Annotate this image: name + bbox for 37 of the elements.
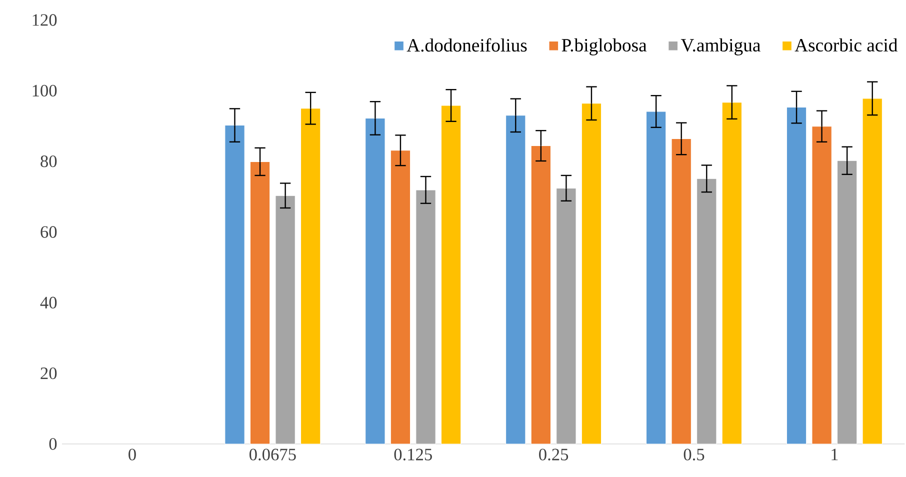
bar bbox=[390, 150, 411, 444]
bar bbox=[786, 106, 807, 444]
bar bbox=[696, 178, 717, 444]
bar bbox=[646, 111, 666, 444]
bar bbox=[300, 108, 321, 444]
bar bbox=[530, 146, 552, 444]
x-tick-label: 1 bbox=[832, 448, 838, 460]
legend-label: A.dodoneifolius bbox=[406, 38, 527, 52]
bar bbox=[416, 190, 436, 444]
y-tick-label: 20 bbox=[40, 367, 57, 380]
y-tick-label: 60 bbox=[40, 226, 57, 238]
x-tick-label: 0.125 bbox=[394, 448, 432, 460]
bar bbox=[224, 125, 245, 444]
y-tick-label: 40 bbox=[40, 296, 57, 308]
y-tick-label: 120 bbox=[32, 14, 57, 26]
bar bbox=[722, 102, 742, 444]
x-tick-label: 0.25 bbox=[539, 448, 568, 460]
y-tick-label: 80 bbox=[40, 155, 57, 168]
bar bbox=[836, 160, 858, 444]
x-tick-label: 0 bbox=[128, 448, 136, 460]
legend-label: Ascorbic acid bbox=[794, 38, 898, 52]
x-tick-label: 0.5 bbox=[684, 448, 704, 460]
y-tick-label: 100 bbox=[32, 84, 57, 97]
bar bbox=[671, 138, 692, 444]
bar bbox=[275, 195, 296, 444]
bar bbox=[250, 161, 270, 444]
bar bbox=[812, 126, 832, 444]
bar bbox=[506, 115, 526, 444]
y-tick-label: 0 bbox=[49, 438, 57, 450]
bar bbox=[556, 188, 576, 444]
bar bbox=[365, 118, 386, 444]
bar bbox=[581, 103, 602, 444]
x-tick-label: 0.0675 bbox=[250, 448, 296, 460]
legend-label: P.biglobosa bbox=[562, 38, 647, 56]
bar bbox=[440, 105, 462, 444]
bar bbox=[862, 98, 882, 444]
legend-label: V.ambigua bbox=[680, 38, 760, 56]
